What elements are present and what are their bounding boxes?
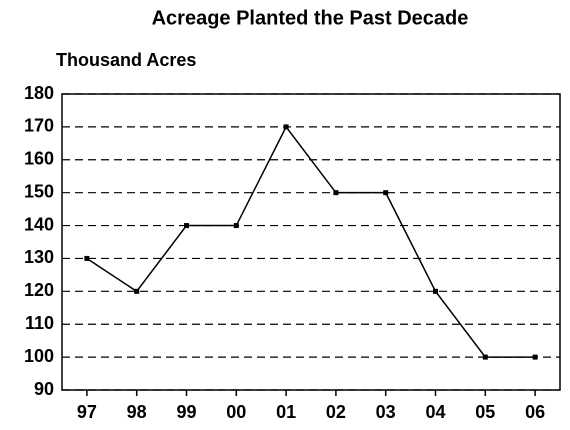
y-tick-label: 160 (24, 149, 54, 169)
x-tick-label: 02 (326, 402, 346, 422)
data-line (86, 125, 536, 358)
plot-frame (61, 93, 561, 391)
x-tick-label: 97 (77, 402, 97, 422)
data-point (433, 288, 438, 294)
data-point (233, 223, 239, 229)
x-tick-label: 98 (127, 402, 147, 422)
y-tick-label: 140 (24, 214, 54, 234)
data-point (532, 354, 538, 360)
data-point (482, 354, 488, 360)
x-tick-label: 06 (525, 402, 545, 422)
y-tick-label: 170 (24, 116, 54, 136)
chart-title: Acreage Planted the Past Decade (152, 7, 469, 29)
data-point (333, 190, 339, 196)
y-tick-label: 120 (24, 280, 54, 300)
x-tick-label: 04 (425, 402, 445, 422)
data-point (383, 190, 389, 196)
x-tick-label: 00 (226, 402, 246, 422)
data-point (134, 288, 140, 294)
x-tick-label: 01 (276, 402, 296, 422)
x-tick-label: 05 (475, 402, 495, 422)
data-point (184, 223, 189, 229)
y-tick-label: 130 (24, 247, 54, 267)
data-point (84, 255, 90, 261)
y-tick-label: 150 (24, 181, 54, 201)
y-tick-label: 90 (34, 379, 54, 399)
y-tick-label: 110 (25, 313, 54, 333)
x-tick-label: 03 (376, 402, 396, 422)
x-tick-label: 99 (176, 402, 196, 422)
y-tick-label: 180 (24, 83, 54, 103)
y-axis-label: Thousand Acres (56, 50, 196, 70)
y-tick-label: 100 (24, 346, 54, 366)
data-point (283, 124, 289, 130)
